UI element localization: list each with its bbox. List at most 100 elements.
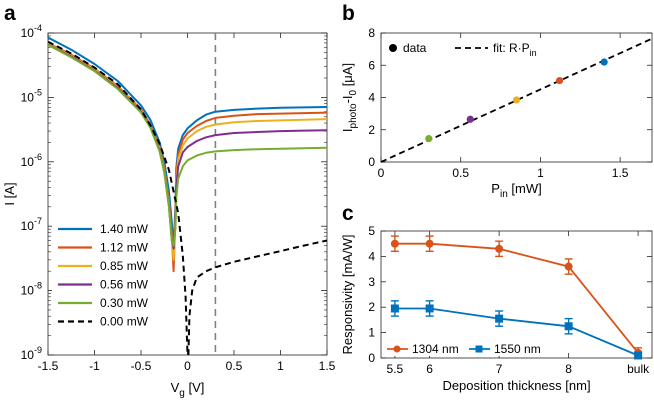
y-tick-label-exp-a: -5 — [34, 87, 42, 97]
x-tick-label-c: 8 — [565, 362, 572, 376]
legend-label-a-3: 0.56 mW — [100, 278, 149, 292]
legend-label-a-5: 0.00 mW — [100, 315, 149, 329]
data-marker-c-0 — [425, 239, 434, 248]
x-tick-label-a: -0.5 — [131, 359, 152, 373]
y-tick-label-base-a: 10 — [21, 348, 35, 362]
y-tick-label-b: 0 — [368, 155, 375, 169]
y-tick-label-exp-a: -9 — [34, 345, 42, 355]
legend-label-fit-b: fit: R·Pin — [493, 41, 537, 58]
y-axis-label-rest-b: -I — [340, 95, 355, 103]
legend-label-c-1: 1550 nm — [494, 342, 541, 356]
legend-fit-main-b: fit: R·P — [493, 41, 530, 55]
legend-label-a-4: 0.30 mW — [100, 296, 149, 310]
x-axis-label-sub-a: g — [179, 388, 185, 399]
legend-box-c — [384, 340, 554, 356]
y-axis-label-b: Iphoto-I0 [μA] — [340, 63, 359, 132]
y-tick-label-exp-a: -8 — [34, 281, 42, 291]
y-axis-label-main-b: I — [340, 128, 355, 132]
y-tick-label-base-a: 10 — [21, 155, 35, 169]
legend-label-a-2: 0.85 mW — [100, 259, 149, 273]
x-tick-label-a: -1 — [89, 359, 100, 373]
x-tick-label-c: 5.5 — [387, 362, 404, 376]
data-point-b-1 — [466, 115, 474, 123]
y-axis-label-unit-b: [μA] — [340, 63, 355, 90]
y-tick-label-a: 10-6 — [21, 152, 42, 169]
y-tick-label-c: 3 — [368, 275, 375, 289]
y-tick-label-c: 1 — [368, 326, 375, 340]
legend-label-c-0: 1304 nm — [412, 342, 459, 356]
y-tick-label-base-a: 10 — [21, 284, 35, 298]
x-axis-label-b: Pin [mW] — [491, 181, 541, 200]
legend-box-a — [52, 217, 167, 332]
x-tick-label-b: 1 — [537, 166, 544, 180]
legend-marker-c-0 — [393, 345, 401, 353]
series-line-a-5 — [48, 40, 327, 355]
data-marker-c-0 — [564, 262, 573, 271]
y-tick-label-c: 0 — [368, 351, 375, 365]
x-tick-label-a: 0.5 — [226, 359, 243, 373]
data-marker-c-1 — [634, 351, 643, 360]
x-axis-label-a: Vg [V] — [171, 380, 205, 399]
legend-label-a-1: 1.12 mW — [100, 241, 149, 255]
data-point-b-3 — [555, 76, 564, 85]
legend-marker-c-1 — [475, 345, 483, 353]
y-tick-label-base-a: 10 — [21, 26, 35, 40]
y-tick-label-a: 10-4 — [21, 23, 42, 40]
y-tick-label-base-a: 10 — [21, 90, 35, 104]
panel-letter-c: c — [342, 202, 354, 225]
x-tick-label-c: 6 — [426, 362, 433, 376]
x-tick-label-a: 1 — [277, 359, 284, 373]
x-axis-label-unit-b: [mW] — [508, 181, 542, 196]
x-tick-label-c: 7 — [496, 362, 503, 376]
data-marker-c-1 — [564, 322, 573, 331]
series-line-a-4 — [48, 44, 327, 247]
data-marker-c-0 — [495, 244, 504, 253]
x-axis-label-main-b: P — [491, 181, 500, 196]
x-tick-label-b: 0.5 — [452, 166, 469, 180]
legend-label-data-b: data — [403, 41, 427, 55]
chart-panel-b: 0 2 4 6 8 0 0.5 1 1.5 Pin [mW] Iphoto-I0 [μA] data f… — [340, 26, 653, 200]
y-axis-label-sub-b: photo — [348, 103, 359, 128]
x-tick-label-a: 1.5 — [319, 359, 336, 373]
legend-label-a-0: 1.40 mW — [100, 222, 149, 236]
data-point-b-4 — [600, 58, 608, 66]
y-tick-label-base-a: 10 — [21, 219, 35, 233]
y-tick-label-b: 8 — [368, 26, 375, 40]
y-tick-label-exp-a: -4 — [34, 23, 42, 33]
y-tick-label-a: 10-8 — [21, 281, 42, 298]
y-tick-label-c: 5 — [368, 224, 375, 238]
panel-letter-b: b — [342, 2, 355, 25]
chart-panel-c: 0 1 2 3 4 5 5.5 6 7 8 bulk Deposition thickness [nm… — [340, 224, 653, 393]
series-line-c-0 — [394, 242, 639, 354]
y-axis-label-c: Responsivity [mA/W] — [340, 235, 355, 355]
data-marker-c-0 — [390, 239, 399, 248]
plot-area-c — [380, 230, 653, 359]
x-tick-label-b: 1.5 — [612, 166, 629, 180]
x-tick-label-a: -1.5 — [38, 359, 59, 373]
y-tick-label-a: 10-9 — [21, 345, 42, 362]
y-axis-label-a: I [A] — [2, 182, 17, 205]
y-tick-label-b: 2 — [368, 123, 375, 137]
y-tick-label-a: 10-5 — [21, 87, 42, 104]
chart-panel-a: 10-910-810-710-610-510-4-1.5 -1 -0.5 0 0.5 1 1… — [2, 23, 336, 399]
data-point-b-2 — [512, 96, 521, 104]
x-axis-label-c: Deposition thickness [nm] — [442, 378, 590, 393]
legend-marker-data-b — [389, 44, 397, 52]
y-tick-label-exp-a: -6 — [34, 152, 42, 162]
x-axis-label-main-a: V — [171, 380, 180, 395]
y-tick-label-b: 6 — [368, 58, 375, 72]
data-marker-c-1 — [495, 314, 504, 323]
x-axis-label-unit-a: [V] — [185, 380, 205, 395]
legend-fit-sub-b: in — [530, 48, 537, 58]
x-tick-label-a: 0 — [184, 359, 191, 373]
data-point-b-0 — [425, 135, 433, 143]
y-tick-label-b: 4 — [368, 91, 375, 105]
y-axis-label-sub2-b: 0 — [348, 89, 359, 95]
y-tick-label-c: 2 — [368, 300, 375, 314]
data-marker-c-1 — [425, 304, 434, 313]
panel-letter-a: a — [4, 2, 16, 25]
y-tick-label-exp-a: -7 — [34, 216, 42, 226]
y-tick-label-a: 10-7 — [21, 216, 42, 233]
y-tick-label-c: 4 — [368, 249, 375, 263]
